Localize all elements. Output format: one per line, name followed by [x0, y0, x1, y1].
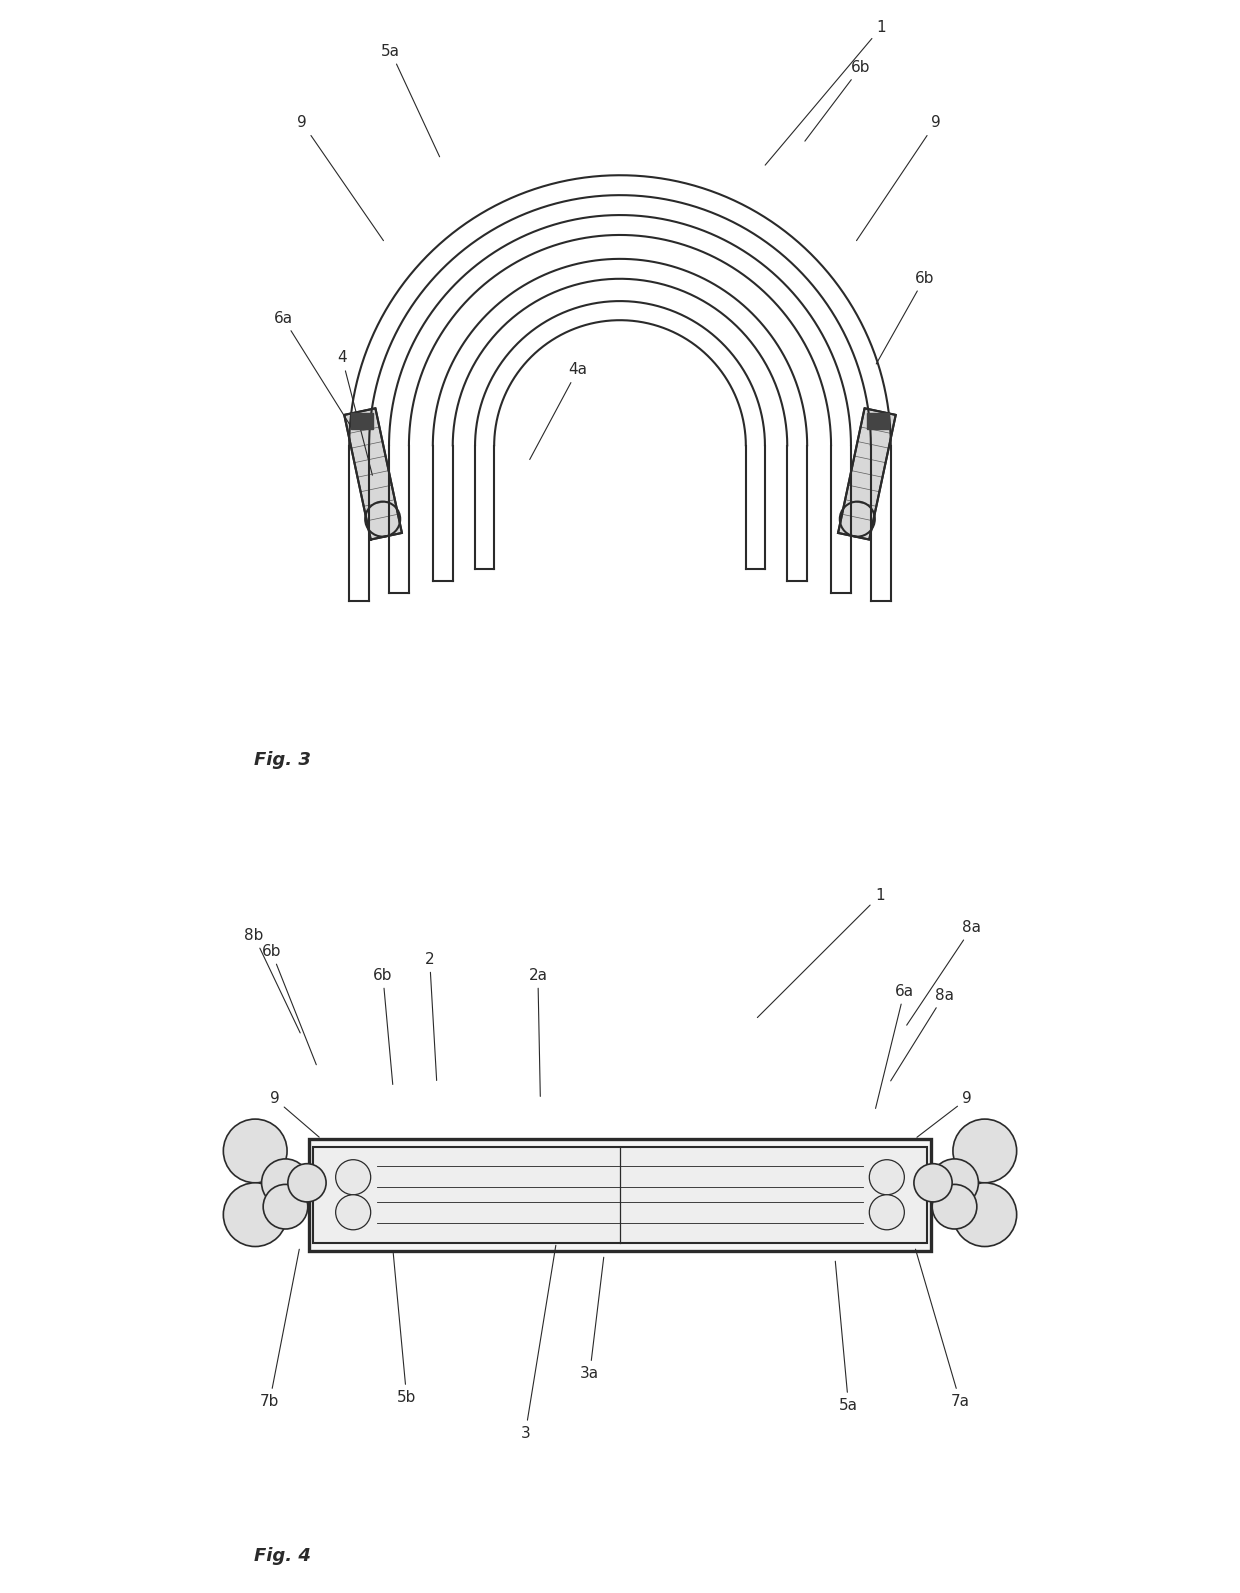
- Circle shape: [931, 1160, 978, 1207]
- Text: 6b: 6b: [877, 271, 934, 363]
- Text: 5b: 5b: [393, 1254, 417, 1405]
- Circle shape: [336, 1195, 371, 1230]
- Bar: [867, 413, 889, 429]
- Text: 8a: 8a: [890, 988, 954, 1082]
- Circle shape: [914, 1163, 952, 1201]
- Text: 9: 9: [916, 1091, 972, 1137]
- Circle shape: [223, 1118, 288, 1182]
- Text: 3a: 3a: [580, 1257, 604, 1381]
- Circle shape: [288, 1163, 326, 1201]
- Text: 8a: 8a: [906, 919, 982, 1026]
- Text: 1: 1: [758, 887, 884, 1018]
- Circle shape: [263, 1184, 308, 1230]
- Text: 2: 2: [425, 951, 436, 1080]
- Bar: [309, 1139, 931, 1251]
- Text: 5a: 5a: [836, 1262, 858, 1413]
- Circle shape: [869, 1160, 904, 1195]
- Bar: [314, 1147, 926, 1243]
- Text: Fig. 4: Fig. 4: [254, 1547, 310, 1566]
- Circle shape: [262, 1160, 309, 1207]
- Text: 6a: 6a: [274, 311, 352, 429]
- Text: Fig. 3: Fig. 3: [254, 750, 310, 769]
- Circle shape: [869, 1195, 904, 1230]
- Text: 4: 4: [337, 350, 372, 475]
- Text: 9: 9: [857, 115, 940, 241]
- Text: 6b: 6b: [373, 967, 393, 1085]
- Text: 6a: 6a: [875, 983, 914, 1109]
- Text: 3: 3: [521, 1246, 556, 1440]
- Text: 9: 9: [298, 115, 383, 241]
- Text: 9: 9: [269, 1091, 319, 1137]
- Circle shape: [932, 1184, 977, 1230]
- Circle shape: [223, 1182, 288, 1246]
- Bar: [351, 413, 373, 429]
- Circle shape: [336, 1160, 371, 1195]
- Text: 5a: 5a: [381, 43, 440, 156]
- Circle shape: [952, 1182, 1017, 1246]
- Text: 6b: 6b: [805, 59, 870, 142]
- Text: 7b: 7b: [260, 1249, 299, 1408]
- Text: 8b: 8b: [244, 927, 300, 1032]
- Text: 1: 1: [765, 19, 887, 166]
- Text: 6b: 6b: [262, 943, 316, 1064]
- Text: 2a: 2a: [528, 967, 547, 1096]
- Polygon shape: [838, 408, 895, 540]
- Polygon shape: [345, 408, 402, 540]
- Circle shape: [952, 1118, 1017, 1182]
- Text: 4a: 4a: [529, 362, 588, 459]
- Text: 7a: 7a: [915, 1249, 970, 1408]
